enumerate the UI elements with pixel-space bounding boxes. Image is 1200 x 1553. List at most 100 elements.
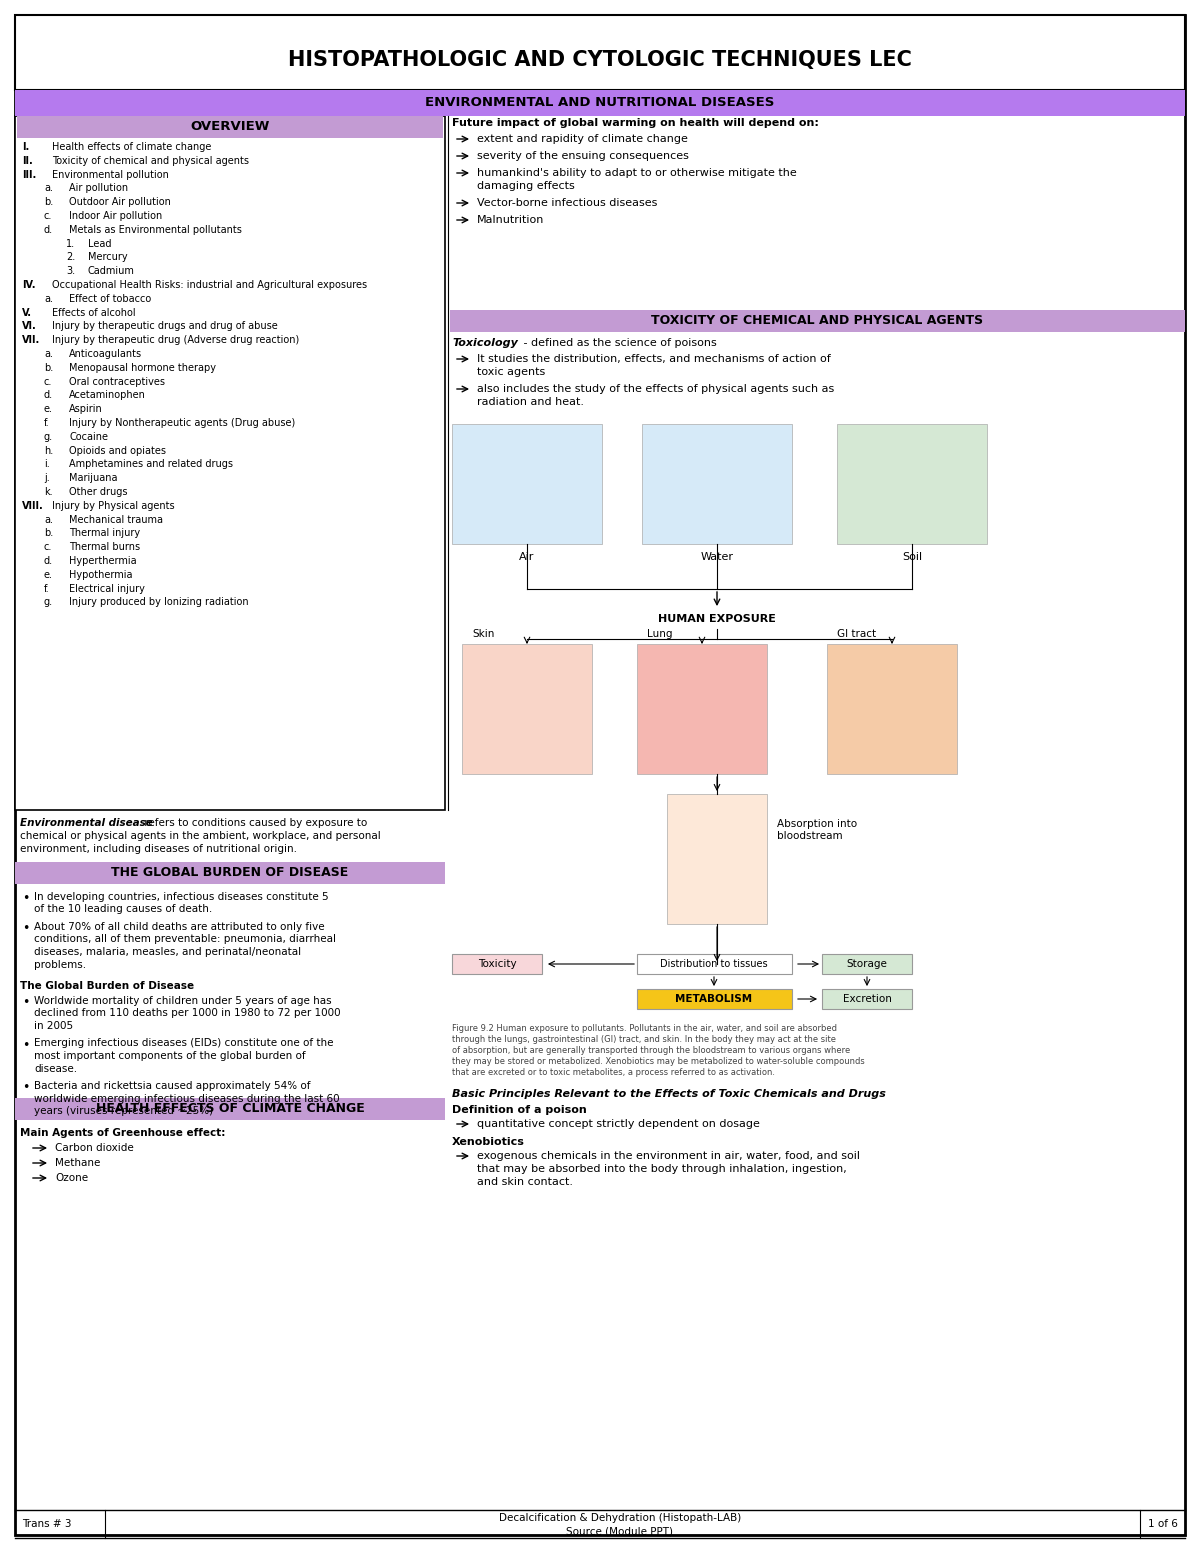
Text: Source (Module PPT): Source (Module PPT) xyxy=(566,1527,673,1536)
Bar xyxy=(667,794,767,924)
Text: f.: f. xyxy=(44,418,49,429)
Text: Indoor Air pollution: Indoor Air pollution xyxy=(70,211,162,221)
Text: radiation and heat.: radiation and heat. xyxy=(478,398,584,407)
Bar xyxy=(637,644,767,773)
Bar xyxy=(838,424,986,544)
Bar xyxy=(14,16,1186,90)
Bar xyxy=(642,424,792,544)
Text: TOXICITY OF CHEMICAL AND PHYSICAL AGENTS: TOXICITY OF CHEMICAL AND PHYSICAL AGENTS xyxy=(650,315,983,328)
Text: Figure 9.2 Human exposure to pollutants. Pollutants in the air, water, and soil : Figure 9.2 Human exposure to pollutants.… xyxy=(452,1023,838,1033)
Text: that may be absorbed into the body through inhalation, ingestion,: that may be absorbed into the body throu… xyxy=(478,1165,847,1174)
Bar xyxy=(14,90,1186,116)
Text: e.: e. xyxy=(44,404,53,415)
Text: h.: h. xyxy=(44,446,53,455)
Text: Injury by therapeutic drugs and drug of abuse: Injury by therapeutic drugs and drug of … xyxy=(52,321,277,331)
Text: b.: b. xyxy=(44,528,53,539)
Text: worldwide emerging infectious diseases during the last 60: worldwide emerging infectious diseases d… xyxy=(34,1093,340,1104)
Bar xyxy=(822,989,912,1009)
Text: c.: c. xyxy=(44,211,53,221)
Text: Ozone: Ozone xyxy=(55,1173,88,1183)
Text: disease.: disease. xyxy=(34,1064,77,1073)
Text: through the lungs, gastrointestinal (GI) tract, and skin. In the body they may a: through the lungs, gastrointestinal (GI)… xyxy=(452,1034,836,1044)
Text: GI tract: GI tract xyxy=(838,629,876,638)
Text: i.: i. xyxy=(44,460,49,469)
Text: Lung: Lung xyxy=(647,629,672,638)
Text: Basic Principles Relevant to the Effects of Toxic Chemicals and Drugs: Basic Principles Relevant to the Effects… xyxy=(452,1089,886,1100)
Text: they may be stored or metabolized. Xenobiotics may be metabolized to water-solub: they may be stored or metabolized. Xenob… xyxy=(452,1058,865,1065)
Text: It studies the distribution, effects, and mechanisms of action of: It studies the distribution, effects, an… xyxy=(478,354,830,363)
Text: Trans # 3: Trans # 3 xyxy=(22,1519,72,1530)
Text: diseases, malaria, measles, and perinatal/neonatal: diseases, malaria, measles, and perinata… xyxy=(34,947,301,957)
Text: Other drugs: Other drugs xyxy=(70,488,127,497)
Text: environment, including diseases of nutritional origin.: environment, including diseases of nutri… xyxy=(20,843,298,854)
Text: THE GLOBAL BURDEN OF DISEASE: THE GLOBAL BURDEN OF DISEASE xyxy=(112,867,349,879)
Text: Injury by therapeutic drug (Adverse drug reaction): Injury by therapeutic drug (Adverse drug… xyxy=(52,335,299,345)
Text: Distribution to tissues: Distribution to tissues xyxy=(660,960,768,969)
Text: problems.: problems. xyxy=(34,960,86,969)
Text: Cadmium: Cadmium xyxy=(88,266,134,276)
Text: Definition of a poison: Definition of a poison xyxy=(452,1106,587,1115)
Text: exogenous chemicals in the environment in air, water, food, and soil: exogenous chemicals in the environment i… xyxy=(478,1151,860,1162)
Text: Toxicity of chemical and physical agents: Toxicity of chemical and physical agents xyxy=(52,155,250,166)
Text: Cocaine: Cocaine xyxy=(70,432,108,441)
Text: d.: d. xyxy=(44,556,53,565)
Text: conditions, all of them preventable: pneumonia, diarrheal: conditions, all of them preventable: pne… xyxy=(34,935,336,944)
Text: Air: Air xyxy=(520,551,535,562)
Text: Emerging infectious diseases (EIDs) constitute one of the: Emerging infectious diseases (EIDs) cons… xyxy=(34,1039,334,1048)
Text: - defined as the science of poisons: - defined as the science of poisons xyxy=(520,339,716,348)
Text: •: • xyxy=(22,1039,29,1051)
Text: Effect of tobacco: Effect of tobacco xyxy=(70,294,151,304)
Text: IV.: IV. xyxy=(22,280,36,290)
Text: VI.: VI. xyxy=(22,321,37,331)
Text: ENVIRONMENTAL AND NUTRITIONAL DISEASES: ENVIRONMENTAL AND NUTRITIONAL DISEASES xyxy=(425,96,775,110)
Text: 1.: 1. xyxy=(66,239,76,248)
Text: Thermal burns: Thermal burns xyxy=(70,542,140,553)
Text: Xenobiotics: Xenobiotics xyxy=(452,1137,524,1148)
Bar xyxy=(827,644,958,773)
Bar xyxy=(14,1098,445,1120)
Text: damaging effects: damaging effects xyxy=(478,182,575,191)
Text: •: • xyxy=(22,922,29,935)
Text: Future impact of global warming on health will depend on:: Future impact of global warming on healt… xyxy=(452,118,818,127)
Text: Injury by Nontherapeutic agents (Drug abuse): Injury by Nontherapeutic agents (Drug ab… xyxy=(70,418,295,429)
Text: refers to conditions caused by exposure to: refers to conditions caused by exposure … xyxy=(142,818,367,828)
Text: Oral contraceptives: Oral contraceptives xyxy=(70,376,166,387)
Text: c.: c. xyxy=(44,542,53,553)
Text: VIII.: VIII. xyxy=(22,500,43,511)
Text: Carbon dioxide: Carbon dioxide xyxy=(55,1143,133,1152)
Text: a.: a. xyxy=(44,183,53,194)
Bar xyxy=(462,644,592,773)
Text: HISTOPATHOLOGIC AND CYTOLOGIC TECHNIQUES LEC: HISTOPATHOLOGIC AND CYTOLOGIC TECHNIQUES… xyxy=(288,50,912,70)
Text: •: • xyxy=(22,891,29,905)
Text: III.: III. xyxy=(22,169,36,180)
Text: humankind's ability to adapt to or otherwise mitigate the: humankind's ability to adapt to or other… xyxy=(478,168,797,179)
Text: Anticoagulants: Anticoagulants xyxy=(70,349,142,359)
Text: Storage: Storage xyxy=(846,960,888,969)
Text: HEALTH EFFECTS OF CLIMATE CHANGE: HEALTH EFFECTS OF CLIMATE CHANGE xyxy=(96,1103,365,1115)
Text: •: • xyxy=(22,995,29,1009)
Text: Menopausal hormone therapy: Menopausal hormone therapy xyxy=(70,363,216,373)
Text: Lead: Lead xyxy=(88,239,112,248)
Text: e.: e. xyxy=(44,570,53,579)
Text: Marijuana: Marijuana xyxy=(70,474,118,483)
Text: Environmental pollution: Environmental pollution xyxy=(52,169,169,180)
Text: Excretion: Excretion xyxy=(842,994,892,1003)
Text: Worldwide mortality of children under 5 years of age has: Worldwide mortality of children under 5 … xyxy=(34,995,331,1006)
Text: Thermal injury: Thermal injury xyxy=(70,528,140,539)
Text: in 2005: in 2005 xyxy=(34,1020,73,1031)
Text: d.: d. xyxy=(44,225,53,235)
Text: most important components of the global burden of: most important components of the global … xyxy=(34,1051,306,1061)
Bar xyxy=(637,954,792,974)
Text: Opioids and opiates: Opioids and opiates xyxy=(70,446,166,455)
Text: Effects of alcohol: Effects of alcohol xyxy=(52,307,136,318)
Text: a.: a. xyxy=(44,294,53,304)
Bar xyxy=(822,954,912,974)
Text: Mechanical trauma: Mechanical trauma xyxy=(70,514,163,525)
Text: Hypothermia: Hypothermia xyxy=(70,570,132,579)
Text: c.: c. xyxy=(44,376,53,387)
Text: and skin contact.: and skin contact. xyxy=(478,1177,574,1186)
Text: of absorption, but are generally transported through the bloodstream to various : of absorption, but are generally transpo… xyxy=(452,1047,851,1054)
Text: About 70% of all child deaths are attributed to only five: About 70% of all child deaths are attrib… xyxy=(34,922,325,932)
Text: g.: g. xyxy=(44,432,53,441)
Text: a.: a. xyxy=(44,349,53,359)
